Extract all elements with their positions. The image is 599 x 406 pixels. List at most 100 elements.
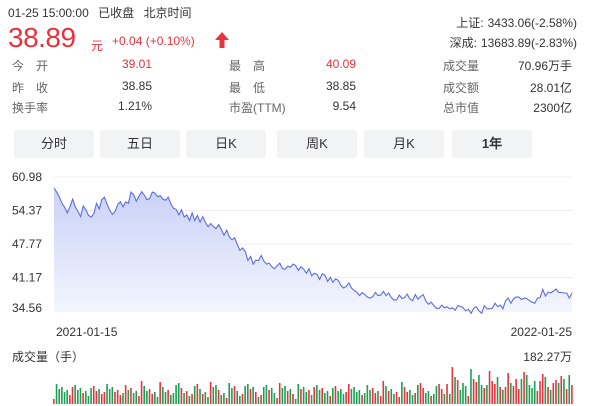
volume-bar bbox=[502, 390, 504, 404]
volume-bar bbox=[571, 385, 573, 404]
tab-2[interactable]: 日K bbox=[186, 130, 266, 158]
volume-bar bbox=[374, 393, 377, 404]
volume-bar bbox=[103, 392, 106, 404]
tab-3[interactable]: 周K bbox=[277, 130, 357, 158]
quote-value: 38.85 bbox=[121, 79, 152, 93]
volume-bar bbox=[446, 384, 448, 404]
index-shanghai[interactable]: 上证: 3433.06(-2.58%) bbox=[456, 14, 577, 31]
volume-bar bbox=[116, 390, 119, 404]
volume-bar bbox=[432, 394, 435, 404]
volume-bar bbox=[270, 388, 273, 404]
volume-bar bbox=[239, 396, 241, 404]
quote-value: 70.96万手 bbox=[517, 59, 572, 73]
volume-bar bbox=[193, 386, 196, 404]
volume-bar bbox=[318, 390, 321, 404]
market-status: 已收盘 bbox=[98, 6, 135, 20]
volume-bar bbox=[403, 387, 406, 404]
volume-bar bbox=[347, 384, 350, 404]
volume-bar bbox=[369, 390, 371, 404]
volume-bar bbox=[74, 385, 76, 404]
x-start-label: 2021-01-15 bbox=[56, 325, 118, 339]
volume-bar bbox=[531, 388, 533, 404]
quote-label: 换手率 bbox=[12, 101, 49, 115]
volume-bar bbox=[156, 397, 159, 404]
volume-bar bbox=[204, 392, 207, 404]
volume-bar bbox=[324, 393, 326, 404]
volume-bar bbox=[387, 391, 390, 404]
volume-bar bbox=[87, 396, 90, 404]
tab-1[interactable]: 五日 bbox=[100, 130, 180, 158]
quote-datetime: 01-25 15:00:00 bbox=[8, 6, 89, 20]
tab-0[interactable]: 分时 bbox=[14, 130, 94, 158]
volume-bar bbox=[464, 386, 467, 404]
volume-bar bbox=[146, 391, 148, 404]
volume-bar bbox=[414, 393, 416, 404]
volume-bar bbox=[395, 392, 398, 404]
volume-bar bbox=[84, 391, 87, 404]
volume-bar bbox=[231, 388, 233, 404]
volume-bar bbox=[164, 392, 167, 404]
volume-bar bbox=[180, 388, 183, 404]
volume-bar bbox=[308, 390, 310, 404]
volume-bar bbox=[382, 381, 385, 404]
volume-max-label: 182.27万 bbox=[523, 350, 572, 364]
volume-bar bbox=[544, 377, 547, 404]
volume-bar bbox=[422, 388, 424, 404]
volume-bar bbox=[151, 394, 153, 404]
volume-bar bbox=[424, 393, 427, 404]
volume-bar bbox=[286, 391, 289, 404]
volume-bar bbox=[228, 383, 231, 404]
volume-bar bbox=[329, 396, 331, 404]
tab-5[interactable]: 1年 bbox=[452, 130, 532, 158]
volume-bar bbox=[188, 396, 191, 404]
volume-bar bbox=[342, 394, 345, 404]
volume-bar bbox=[79, 388, 82, 404]
volume-bar bbox=[541, 374, 544, 404]
volume-bar bbox=[563, 379, 565, 404]
volume-bar bbox=[417, 385, 419, 404]
volume-bar bbox=[525, 375, 528, 404]
quote-value: 40.09 bbox=[325, 57, 356, 71]
volume-label: 成交量（手） bbox=[12, 349, 84, 364]
timezone-label: 北京时间 bbox=[143, 6, 192, 20]
volume-bar bbox=[132, 393, 135, 404]
volume-bar bbox=[249, 389, 252, 404]
volume-bar bbox=[225, 398, 228, 404]
volume-bar bbox=[212, 387, 215, 404]
volume-bar bbox=[124, 385, 127, 404]
volume-bar bbox=[385, 386, 387, 404]
current-price: 38.89 bbox=[8, 22, 76, 53]
volume-bar bbox=[555, 380, 557, 404]
volume-bar bbox=[114, 392, 116, 404]
volume-bar bbox=[339, 389, 342, 404]
volume-bar bbox=[549, 390, 552, 404]
quote-label: 成交额 bbox=[443, 81, 480, 95]
volume-bar bbox=[90, 388, 92, 404]
index-shenzhen[interactable]: 深成: 13683.89(-2.83%) bbox=[450, 34, 577, 51]
volume-bar bbox=[143, 386, 146, 404]
quote-label: 成交量 bbox=[443, 59, 480, 73]
volume-bar bbox=[247, 384, 249, 404]
tab-4[interactable]: 月K bbox=[364, 130, 444, 158]
volume-bar bbox=[486, 385, 488, 404]
volume-bar bbox=[462, 383, 464, 404]
volume-bar bbox=[111, 387, 114, 404]
volume-bar bbox=[510, 383, 512, 404]
volume-bar bbox=[302, 387, 305, 404]
volume-bar bbox=[292, 394, 294, 404]
volume-bar bbox=[265, 385, 268, 404]
volume-bar bbox=[175, 385, 177, 404]
volume-bar bbox=[92, 386, 95, 404]
y-tick-label: 34.56 bbox=[12, 301, 42, 315]
volume-bar bbox=[140, 381, 143, 404]
volume-bar bbox=[536, 391, 539, 404]
volume-bar bbox=[71, 387, 74, 404]
volume-bar bbox=[427, 391, 430, 404]
volume-bar bbox=[363, 393, 366, 404]
volume-bar bbox=[260, 395, 262, 404]
volume-bar bbox=[470, 369, 472, 404]
volume-bar bbox=[552, 383, 555, 404]
quote-label: 最 低 bbox=[229, 81, 266, 95]
y-tick-label: 54.37 bbox=[12, 204, 42, 218]
volume-bar bbox=[475, 382, 478, 404]
